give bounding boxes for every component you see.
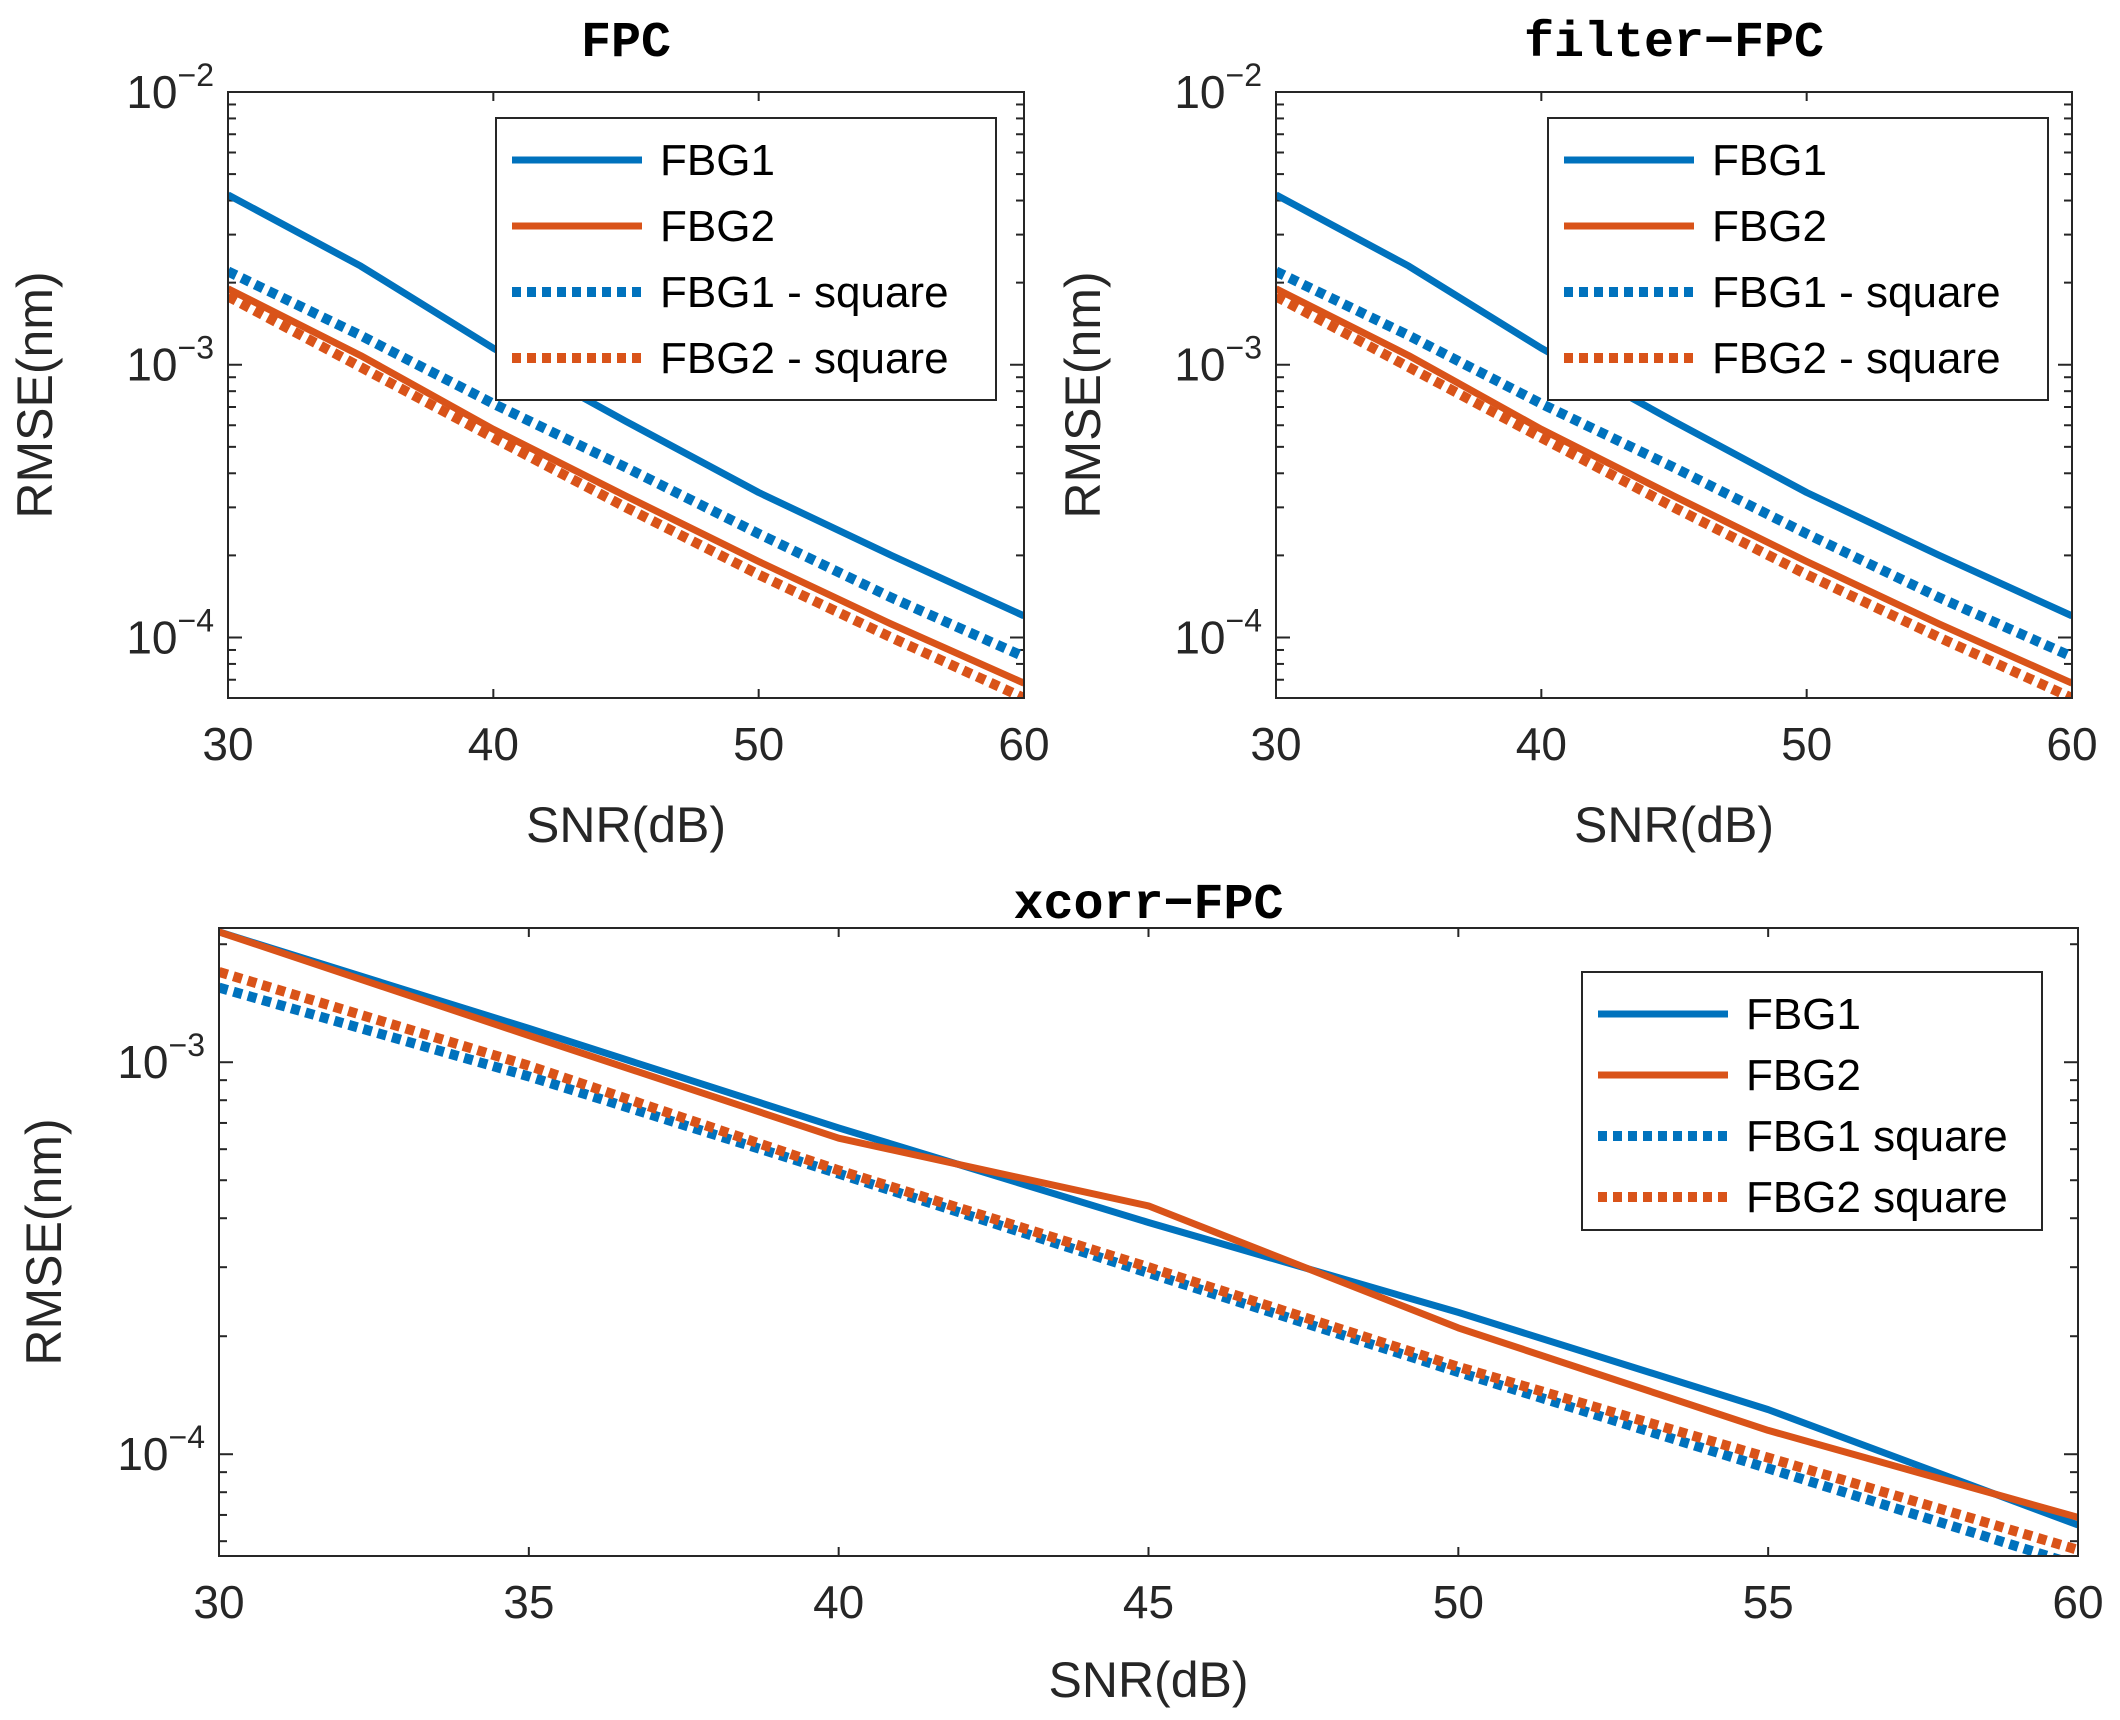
x-tick-label: 30 bbox=[202, 718, 253, 770]
series-line-fbg1 bbox=[228, 191, 1024, 620]
chart-panel-fpc: 30 40 50 60 10−2 10−3 10−4 FBG1 FBG2 FBG1 - squar… bbox=[7, 15, 1050, 853]
axes-frame bbox=[227, 91, 1025, 699]
y-tick-label: 10−4 bbox=[126, 602, 214, 663]
legend-label-fbg1-square: FBG1 - square bbox=[660, 268, 949, 317]
x-axis-label: SNR(dB) bbox=[526, 797, 726, 853]
x-tick-label: 50 bbox=[733, 718, 784, 770]
chart-panel-filter-fpc: 30 40 50 60 10−2 10−3 10−4 FBG1 FBG2 FBG1 - squar… bbox=[1055, 15, 2098, 853]
chart-title: FPC bbox=[581, 15, 671, 72]
y-tick-label: 10−3 bbox=[117, 1027, 205, 1088]
legend: FBG1 FBG2 FBG1 - square FBG2 - square bbox=[495, 117, 997, 401]
legend-label-fbg2-square: FBG2 - square bbox=[1712, 334, 2001, 383]
chart-title: xcorr−FPC bbox=[1013, 877, 1283, 934]
legend-label-fbg2-square: FBG2 - square bbox=[660, 334, 949, 383]
axes-frame bbox=[1275, 91, 2073, 699]
series-group bbox=[219, 928, 2078, 1556]
series-group bbox=[228, 191, 1024, 698]
legend-label-fbg2-square: FBG2 square bbox=[1746, 1173, 2008, 1222]
legend: FBG1 FBG2 FBG1 square FBG2 square bbox=[1581, 971, 2043, 1231]
series-line-fbg1-square bbox=[1276, 266, 2072, 662]
legend-label-fbg2: FBG2 bbox=[660, 202, 775, 251]
x-tick-label: 55 bbox=[1743, 1576, 1794, 1628]
x-tick-label: 40 bbox=[813, 1576, 864, 1628]
x-tick-label: 50 bbox=[1433, 1576, 1484, 1628]
x-tick-label: 60 bbox=[2052, 1576, 2103, 1628]
x-tick-label: 40 bbox=[468, 718, 519, 770]
legend: FBG1 FBG2 FBG1 - square FBG2 - square bbox=[1547, 117, 2049, 401]
legend-label-fbg1: FBG1 bbox=[1746, 990, 1861, 1039]
y-tick-label: 10−3 bbox=[1174, 330, 1262, 391]
series-line-fbg2 bbox=[1276, 285, 2072, 687]
series-line-fbg2-square bbox=[1276, 291, 2072, 698]
x-axis-label: SNR(dB) bbox=[1574, 797, 1774, 853]
y-tick-label: 10−4 bbox=[117, 1419, 205, 1480]
series-group bbox=[1276, 191, 2072, 698]
chart-panel-xcorr-fpc: 30 35 40 45 50 55 60 10−3 10−4 FBG1 FBG2 FBG1 squar… bbox=[16, 877, 2104, 1708]
x-tick-label: 35 bbox=[503, 1576, 554, 1628]
y-tick-label: 10−4 bbox=[1174, 602, 1262, 663]
x-tick-label: 60 bbox=[998, 718, 1049, 770]
legend-label-fbg2: FBG2 bbox=[1712, 202, 1827, 251]
series-line-fbg2 bbox=[228, 285, 1024, 687]
y-tick-label: 10−2 bbox=[1174, 57, 1262, 118]
legend-label-fbg1: FBG1 bbox=[1712, 136, 1827, 185]
series-line-fbg1 bbox=[1276, 191, 2072, 620]
x-tick-label: 30 bbox=[193, 1576, 244, 1628]
x-tick-label: 30 bbox=[1250, 718, 1301, 770]
y-axis-label: RMSE(nm) bbox=[16, 1118, 72, 1365]
legend-label-fbg1-square: FBG1 square bbox=[1746, 1112, 2008, 1161]
legend-label-fbg2: FBG2 bbox=[1746, 1051, 1861, 1100]
x-tick-label: 50 bbox=[1781, 718, 1832, 770]
series-line-fbg2-square bbox=[219, 967, 2078, 1555]
y-tick-label: 10−3 bbox=[126, 330, 214, 391]
axes-frame bbox=[218, 927, 2079, 1557]
legend-label-fbg1-square: FBG1 - square bbox=[1712, 268, 2001, 317]
x-tick-label: 40 bbox=[1516, 718, 1567, 770]
x-tick-label: 45 bbox=[1123, 1576, 1174, 1628]
series-line-fbg1-square bbox=[228, 266, 1024, 662]
legend-label-fbg1: FBG1 bbox=[660, 136, 775, 185]
x-tick-label: 60 bbox=[2046, 718, 2097, 770]
series-line-fbg2 bbox=[219, 928, 2078, 1521]
chart-title: filter−FPC bbox=[1524, 15, 1824, 72]
series-line-fbg1-square bbox=[219, 982, 2065, 1556]
y-tick-label: 10−2 bbox=[126, 57, 214, 118]
y-axis-label: RMSE(nm) bbox=[1055, 271, 1111, 518]
y-axis-label: RMSE(nm) bbox=[7, 271, 63, 518]
series-line-fbg2-square bbox=[228, 291, 1024, 698]
x-axis-label: SNR(dB) bbox=[1048, 1652, 1248, 1708]
series-line-fbg1 bbox=[219, 928, 2078, 1529]
